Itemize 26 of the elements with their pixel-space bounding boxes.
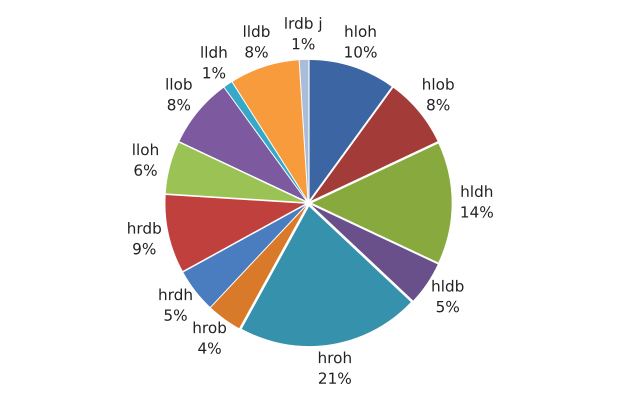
data-label: 8% — [245, 46, 268, 58]
slice-label: lldh — [201, 46, 227, 58]
data-label: 4% — [198, 342, 221, 354]
slice-label: hrob — [194, 321, 226, 334]
data-label: 1% — [292, 38, 314, 50]
data-label: 8% — [168, 98, 190, 110]
data-label: 5% — [164, 309, 187, 321]
slice-label: hrdh — [159, 288, 192, 300]
data-label: 6% — [134, 164, 157, 176]
data-label: 21% — [318, 372, 351, 384]
slice-label: hlob — [423, 78, 454, 90]
data-label: 8% — [427, 98, 450, 110]
slice-label: hloh — [345, 25, 376, 38]
slice-label: hldb — [432, 280, 464, 292]
data-label: 1% — [203, 66, 226, 79]
data-label: 10% — [345, 46, 377, 58]
slice-label: lrdb j — [285, 17, 322, 32]
slice-label: lloh — [133, 143, 158, 156]
slice-label: hldh — [462, 185, 492, 198]
data-label: 14% — [461, 206, 493, 218]
slice-label: lldb — [244, 25, 270, 38]
slice-label: llob — [166, 78, 192, 90]
slice-label: hroh — [318, 352, 351, 364]
data-label: 5% — [436, 300, 459, 312]
data-label: 9% — [133, 242, 156, 254]
slice-label: hrdb — [128, 222, 161, 234]
